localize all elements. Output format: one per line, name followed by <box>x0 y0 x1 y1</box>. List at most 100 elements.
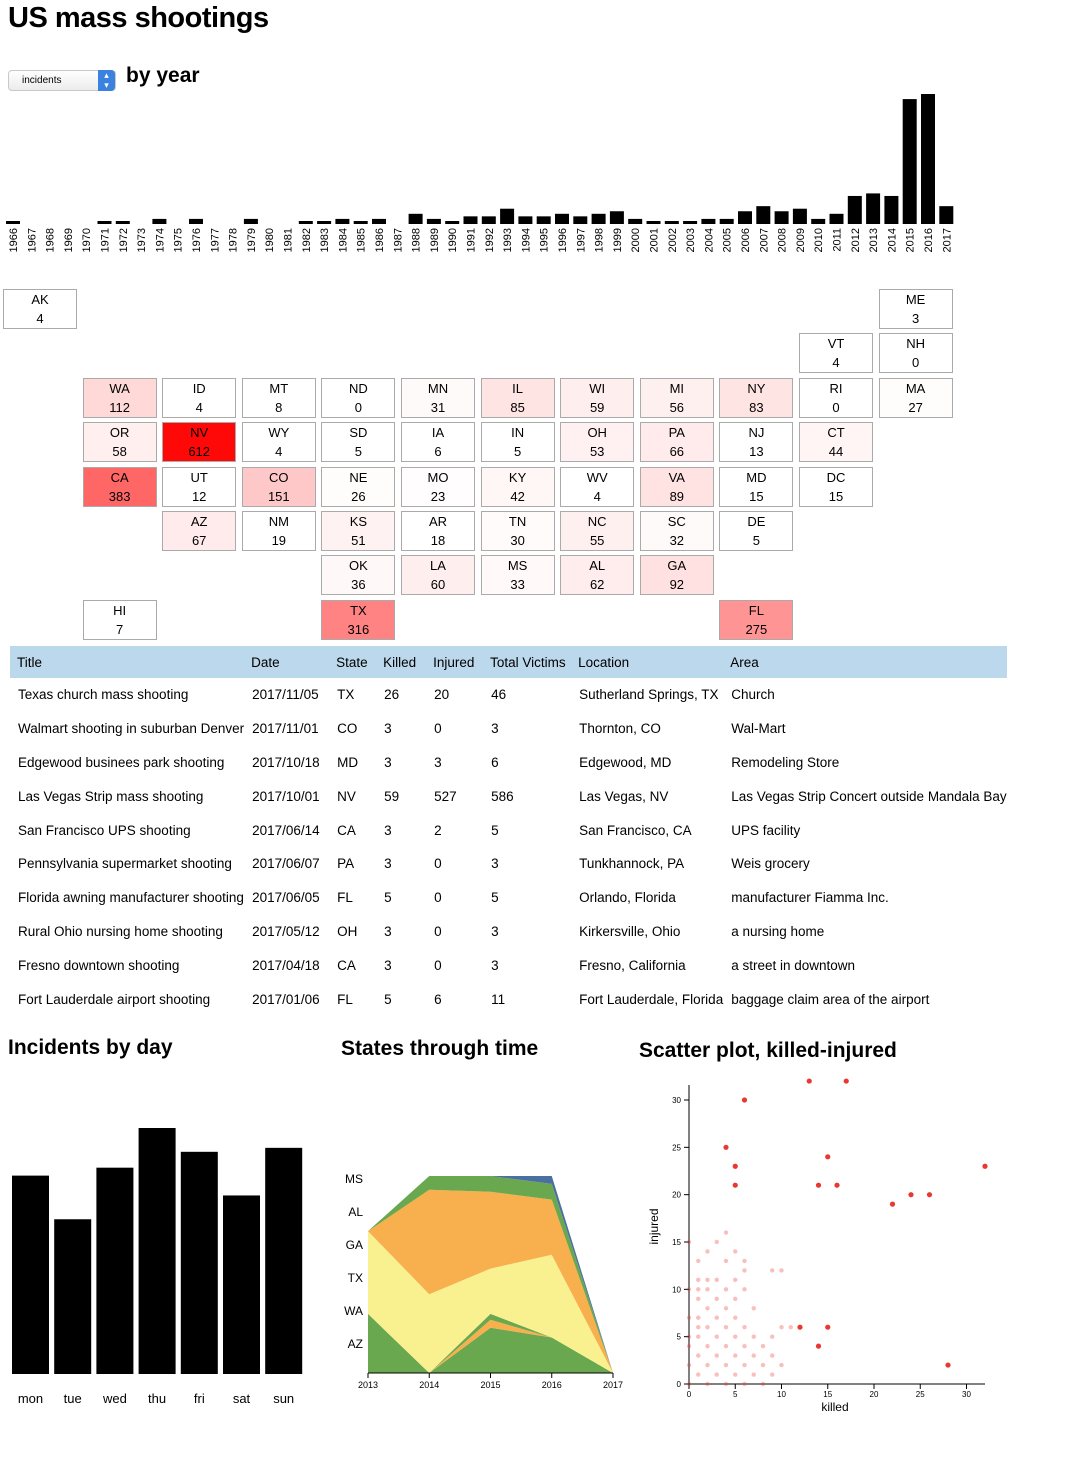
state-tile-md[interactable]: MD 15 <box>719 466 794 507</box>
state-tile-nj[interactable]: NJ 13 <box>719 422 794 463</box>
table-cell: 0 <box>434 856 442 872</box>
state-tile-or[interactable]: OR 58 <box>82 422 157 463</box>
state-tile-wy[interactable]: WY 4 <box>241 422 316 463</box>
table-cell: 3 <box>434 754 442 770</box>
state-tile-ms[interactable]: MS 33 <box>480 555 555 596</box>
table-row[interactable]: Edgewood businees park shooting 2017/10/1… <box>10 746 1007 780</box>
state-tile-vt[interactable]: VT 4 <box>799 333 873 374</box>
table-cell: 586 <box>491 788 514 804</box>
state-tile-ar[interactable]: AR 18 <box>401 511 475 551</box>
state-tile-in[interactable]: IN 5 <box>480 422 555 463</box>
state-tile-ma[interactable]: MA 27 <box>878 377 953 418</box>
stream-x-tick-label: 2015 <box>480 1380 500 1390</box>
year-tick-label: 1987 <box>392 228 404 252</box>
table-row[interactable]: Florida awning manufacturer shooting 2017… <box>10 881 1007 915</box>
table-cell: UPS facility <box>731 822 801 838</box>
scatter-point <box>696 1353 701 1358</box>
state-tile-la[interactable]: LA 60 <box>401 555 475 596</box>
state-tile-ct[interactable]: CT 44 <box>799 422 873 463</box>
state-tile-mt[interactable]: MT 8 <box>241 377 316 418</box>
page-title: US mass shootings <box>8 2 269 34</box>
state-tile-pa[interactable]: PA 66 <box>639 422 714 463</box>
table-cell: Fresno downtown shooting <box>18 957 180 973</box>
state-tile-ga[interactable]: GA 92 <box>639 555 714 596</box>
table-cell: 3 <box>491 923 499 939</box>
state-tile-ky[interactable]: KY 42 <box>480 466 555 507</box>
scatter-point <box>779 1325 784 1330</box>
column-header[interactable]: Title <box>10 646 245 678</box>
state-tile-nv[interactable]: NV 612 <box>162 422 237 463</box>
state-tile-ri[interactable]: RI 0 <box>799 377 873 418</box>
state-tile-ne[interactable]: NE 26 <box>321 466 396 507</box>
state-tile-al[interactable]: AL 62 <box>560 555 635 596</box>
state-tile-ia[interactable]: IA 6 <box>401 422 475 463</box>
scatter-y-tick-label: 25 <box>672 1143 681 1152</box>
year-tick-label: 2004 <box>703 228 715 252</box>
table-row[interactable]: Texas church mass shooting 2017/11/05 TX 26… <box>10 678 1007 712</box>
state-tile-mn[interactable]: MN 31 <box>401 377 475 418</box>
column-header[interactable]: Injured <box>426 646 484 678</box>
state-tile-wv[interactable]: WV 4 <box>560 466 635 507</box>
state-tile-va[interactable]: VA 89 <box>639 466 714 507</box>
table-row[interactable]: Las Vegas Strip mass shooting 2017/10/01 N… <box>10 779 1007 813</box>
column-header[interactable]: Total Victims <box>483 646 572 678</box>
year-tick-label: 2001 <box>649 228 661 252</box>
metric-select[interactable]: incidents ▴ ▾ <box>8 70 116 91</box>
column-header[interactable]: Location <box>571 646 724 678</box>
state-tile-nd[interactable]: ND 0 <box>321 377 396 418</box>
state-tile-sd[interactable]: SD 5 <box>321 422 396 463</box>
table-cell: Pennsylvania supermarket shooting <box>18 856 232 872</box>
column-header[interactable]: Date <box>244 646 330 678</box>
year-bar <box>902 99 917 224</box>
state-tile-ut[interactable]: UT 12 <box>162 466 237 507</box>
scatter-point <box>843 1078 849 1084</box>
state-tile-ks[interactable]: KS 51 <box>321 511 396 551</box>
state-tile-wi[interactable]: WI 59 <box>560 377 635 418</box>
state-tile-wa[interactable]: WA 112 <box>82 377 157 418</box>
table-row[interactable]: Fort Lauderdale airport shooting 2017/01/… <box>10 982 1007 1016</box>
state-tile-il[interactable]: IL 85 <box>480 377 555 418</box>
state-tile-dc[interactable]: DC 15 <box>799 466 873 507</box>
state-tile-sc[interactable]: SC 32 <box>639 511 714 551</box>
table-row[interactable]: San Francisco UPS shooting 2017/06/14 CA 3 2… <box>10 813 1007 847</box>
state-tile-ny[interactable]: NY 83 <box>719 377 794 418</box>
state-tile-de[interactable]: DE 5 <box>719 511 794 551</box>
state-tile-nh[interactable]: NH 0 <box>878 333 953 374</box>
column-header[interactable]: Area <box>723 646 1007 678</box>
state-tile-ca[interactable]: CA 383 <box>82 466 157 507</box>
state-tile-hi[interactable]: HI 7 <box>82 599 157 640</box>
table-row[interactable]: Fresno downtown shooting 2017/04/18 CA 3 0 3 F… <box>10 948 1007 982</box>
scatter-point <box>696 1296 701 1301</box>
state-tile-id[interactable]: ID 4 <box>162 377 237 418</box>
state-tile-az[interactable]: AZ 67 <box>162 511 237 551</box>
scatter-point <box>742 1362 747 1368</box>
column-header[interactable]: Killed <box>376 646 427 678</box>
day-tick-label: tue <box>64 1391 82 1406</box>
state-tile-mi[interactable]: MI 56 <box>639 377 714 418</box>
year-tick-label: 1980 <box>264 228 276 252</box>
state-value: 89 <box>669 488 685 504</box>
state-value: 26 <box>351 488 366 504</box>
state-tile-fl[interactable]: FL 275 <box>719 599 794 640</box>
state-tile-tn[interactable]: TN 30 <box>480 511 555 551</box>
state-tile-mo[interactable]: MO 23 <box>401 466 475 507</box>
state-tile-nc[interactable]: NC 55 <box>560 511 635 551</box>
state-tile-nm[interactable]: NM 19 <box>241 511 316 551</box>
state-tile-co[interactable]: CO 151 <box>241 466 316 507</box>
year-tick-label: 1978 <box>228 228 240 252</box>
state-value: 59 <box>589 399 605 415</box>
year-tick-label: 2007 <box>758 228 770 252</box>
state-tile-tx[interactable]: TX 316 <box>321 599 396 640</box>
state-abbr: VA <box>668 469 685 485</box>
scatter-point <box>686 1362 692 1368</box>
table-row[interactable]: Rural Ohio nursing home shooting 2017/05/… <box>10 915 1007 949</box>
scatter-y-tick-label: 0 <box>677 1380 682 1389</box>
table-row[interactable]: Walmart shooting in suburban Denver 2017/… <box>10 712 1007 746</box>
state-tile-oh[interactable]: OH 53 <box>560 422 635 463</box>
scatter-x-tick-label: 20 <box>870 1390 879 1399</box>
state-tile-me[interactable]: ME 3 <box>878 289 953 329</box>
state-tile-ok[interactable]: OK 36 <box>321 555 396 596</box>
state-tile-ak[interactable]: AK 4 <box>3 289 77 329</box>
table-row[interactable]: Pennsylvania supermarket shooting 2017/06… <box>10 847 1007 881</box>
column-header[interactable]: State <box>329 646 377 678</box>
